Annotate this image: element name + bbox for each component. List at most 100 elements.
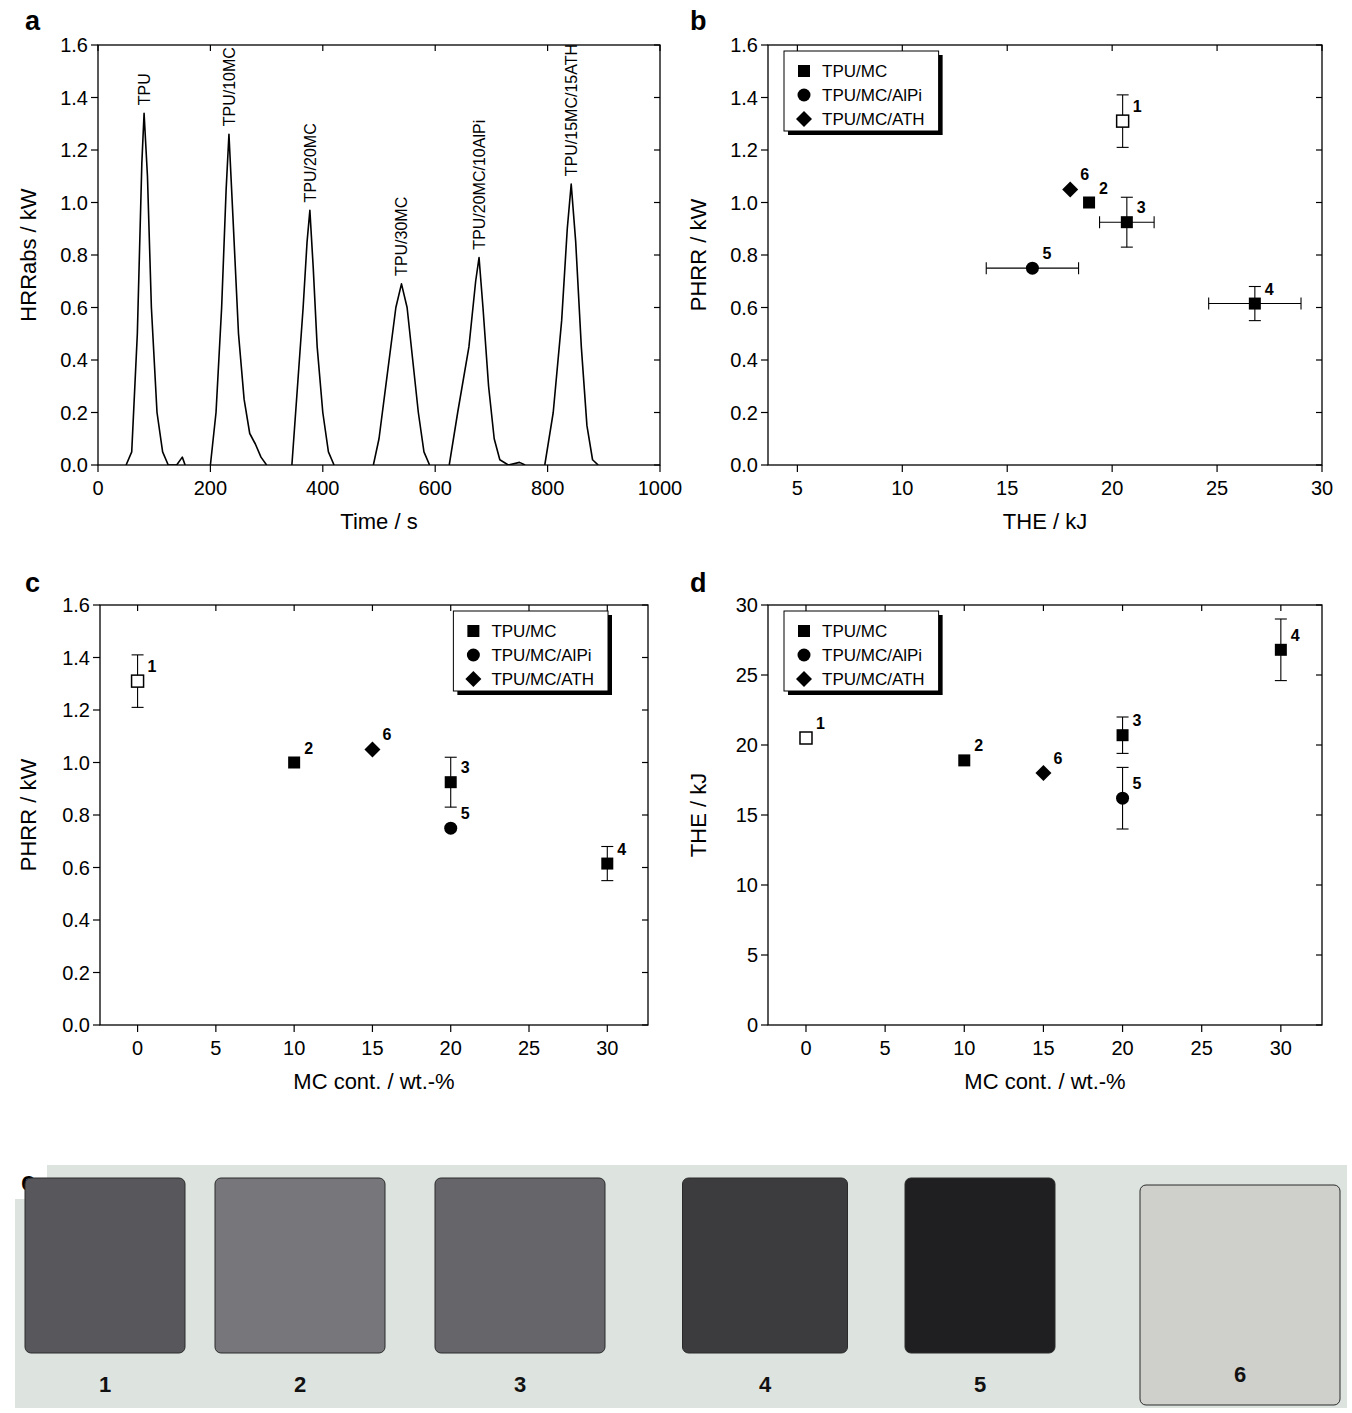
panel-letter: c xyxy=(25,568,40,598)
x-tick xyxy=(1216,465,1217,472)
y-tick-right xyxy=(1316,254,1322,255)
x-axis-title: THE / kJ xyxy=(1003,509,1087,534)
residue-sample xyxy=(215,1178,385,1353)
sample-label: 4 xyxy=(759,1372,772,1397)
curve-label: TPU/10MC xyxy=(221,47,238,126)
y-error-bar xyxy=(1117,717,1129,753)
point-label: 3 xyxy=(461,759,470,776)
data-point xyxy=(800,732,812,744)
x-tick-top xyxy=(294,605,295,611)
x-tick-top xyxy=(528,605,529,611)
x-tick-top xyxy=(805,605,806,611)
curve-label: TPU/20MC xyxy=(302,123,319,202)
error-cap xyxy=(1117,94,1129,95)
error-cap xyxy=(1121,197,1133,198)
legend-label: TPU/MC/AlPi xyxy=(491,646,591,665)
x-tick-label: 15 xyxy=(996,477,1018,499)
hrr-curve xyxy=(449,258,525,465)
y-tick-label: 15 xyxy=(736,804,758,826)
x-tick-top xyxy=(1007,45,1008,51)
y-tick xyxy=(761,954,768,955)
y-tick-right xyxy=(1316,307,1322,308)
legend-label: TPU/MC/ATH xyxy=(491,670,594,689)
legend-box xyxy=(784,51,939,131)
data-point xyxy=(1249,298,1261,310)
figure: 020040060080010000.00.20.40.60.81.01.21.… xyxy=(0,0,1352,1413)
y-tick-label: 1.2 xyxy=(730,139,758,161)
x-axis-title: MC cont. / wt.-% xyxy=(964,1069,1125,1094)
x-tick-top xyxy=(964,605,965,611)
y-tick-right xyxy=(642,972,648,973)
x-tick-label: 25 xyxy=(1206,477,1228,499)
x-tick xyxy=(659,465,660,472)
y-tick xyxy=(761,1024,768,1025)
y-tick-label: 0.6 xyxy=(60,297,88,319)
data-point xyxy=(288,757,300,769)
point-label: 4 xyxy=(617,841,626,858)
y-tick xyxy=(93,762,100,763)
x-tick-top xyxy=(215,605,216,611)
point-label: 1 xyxy=(816,715,825,732)
y-axis-title: PHRR / kW xyxy=(686,199,711,312)
x-tick-top xyxy=(659,45,660,51)
panel-letter: a xyxy=(25,6,41,36)
photo-background xyxy=(15,1165,1347,1408)
legend-marker xyxy=(796,671,812,687)
x-tick-top xyxy=(797,45,798,51)
y-tick-label: 10 xyxy=(736,874,758,896)
error-cap xyxy=(445,807,457,808)
curve-label: TPU xyxy=(136,73,153,105)
x-tick-top xyxy=(435,45,436,51)
y-tick-label: 0 xyxy=(747,1014,758,1036)
x-tick-label: 30 xyxy=(1311,477,1333,499)
y-tick xyxy=(761,884,768,885)
data-point xyxy=(445,776,457,788)
point-label: 6 xyxy=(1080,166,1089,183)
data-point xyxy=(1035,765,1051,781)
y-tick-right xyxy=(642,867,648,868)
x-tick xyxy=(322,465,323,472)
curve-label: TPU/15MC/15ATH xyxy=(563,44,580,176)
y-tick xyxy=(91,97,98,98)
legend-marker xyxy=(467,649,480,662)
y-tick-right xyxy=(654,307,660,308)
plot-marks xyxy=(986,95,1301,321)
y-tick-right xyxy=(642,919,648,920)
x-tick xyxy=(210,465,211,472)
sample-label: 5 xyxy=(974,1372,986,1397)
data-point xyxy=(1117,115,1129,127)
hrr-curve xyxy=(126,113,185,465)
error-cap xyxy=(445,757,457,758)
point-labels: 123456 xyxy=(148,658,627,857)
legend-marker xyxy=(798,65,810,77)
legend-marker xyxy=(798,625,810,637)
data-point xyxy=(1275,644,1287,656)
point-label: 6 xyxy=(1053,750,1062,767)
y-tick xyxy=(93,814,100,815)
y-tick-label: 1.4 xyxy=(62,647,90,669)
y-tick xyxy=(91,202,98,203)
x-tick-label: 20 xyxy=(440,1037,462,1059)
y-tick-label: 1.0 xyxy=(60,192,88,214)
plot-marks xyxy=(800,619,1287,829)
legend-box xyxy=(784,611,939,691)
sample-label: 3 xyxy=(514,1372,526,1397)
x-tick-label: 5 xyxy=(792,477,803,499)
sample-label: 1 xyxy=(99,1372,111,1397)
point-label: 6 xyxy=(382,726,391,743)
point-labels: 123456 xyxy=(816,627,1300,792)
x-tick xyxy=(797,465,798,472)
error-cap xyxy=(1249,286,1261,287)
y-error-bar xyxy=(601,847,613,881)
y-tick-label: 0.4 xyxy=(60,349,88,371)
x-tick-top xyxy=(137,605,138,611)
x-tick-label: 25 xyxy=(518,1037,540,1059)
y-error-bar xyxy=(132,655,144,708)
y-tick-label: 0.0 xyxy=(60,454,88,476)
y-tick-label: 25 xyxy=(736,664,758,686)
y-tick-right xyxy=(654,44,660,45)
y-tick-label: 5 xyxy=(747,944,758,966)
error-cap xyxy=(601,880,613,881)
x-tick-top xyxy=(210,45,211,51)
x-tick-top xyxy=(1043,605,1044,611)
